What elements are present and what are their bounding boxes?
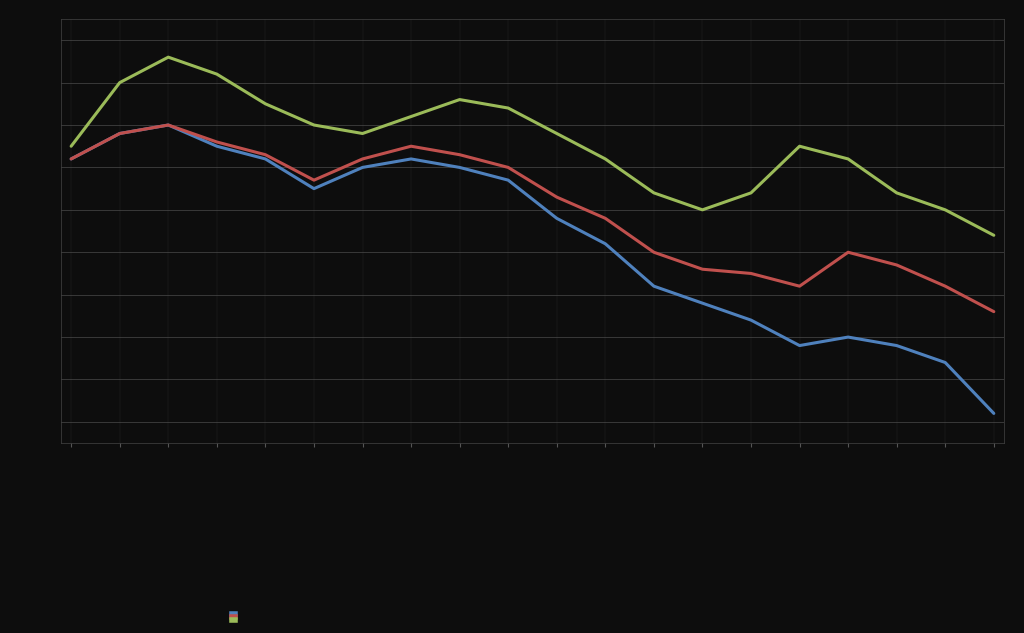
Legend: , , : , , <box>231 613 237 620</box>
